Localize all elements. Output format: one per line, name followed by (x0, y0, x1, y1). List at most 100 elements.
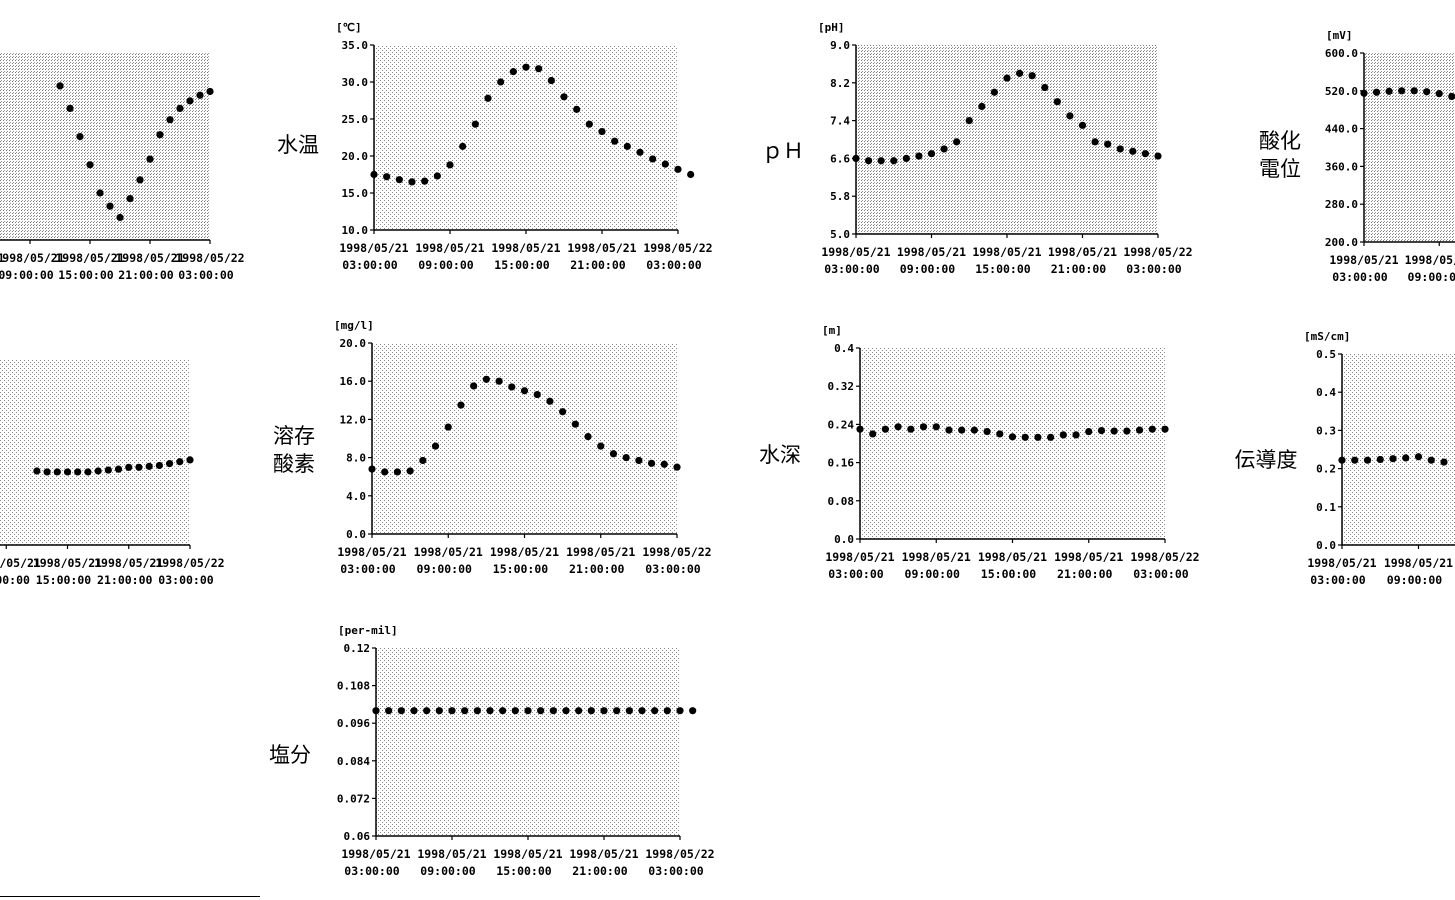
data-point (661, 160, 669, 168)
data-point (461, 707, 469, 715)
data-point (381, 468, 389, 476)
x-tick-time: 03:00:00 (828, 567, 883, 581)
data-point (990, 88, 999, 96)
y-tick-label: 4.0 (346, 490, 366, 503)
data-point (559, 408, 567, 416)
y-unit-label: [mV] (1326, 29, 1353, 42)
y-tick-label: 0.096 (337, 717, 370, 730)
data-point (393, 468, 402, 476)
data-point (573, 105, 581, 113)
chart-title: 酸素 (273, 452, 315, 476)
data-point (625, 707, 633, 715)
y-tick-label: 0.4 (1316, 386, 1336, 399)
data-point (927, 150, 936, 158)
data-point (598, 127, 606, 136)
data-point (1123, 427, 1131, 435)
data-point (146, 155, 154, 163)
y-tick-label: 25.0 (342, 113, 369, 126)
x-tick-date: 1998/05/21 (0, 251, 5, 265)
x-tick-time: 09:00:00 (418, 258, 473, 272)
data-point (856, 425, 864, 433)
data-point (1097, 427, 1106, 435)
data-point (1104, 140, 1112, 148)
data-point (674, 165, 682, 173)
x-tick-date: 1998/05/22 (1130, 550, 1199, 564)
data-point (676, 707, 684, 715)
x-tick-date: 1998/05/21 (569, 847, 638, 861)
plot-area (860, 348, 1165, 539)
x-tick-date: 1998/05/21 (341, 847, 410, 861)
y-tick-label: 0.1 (1316, 501, 1336, 514)
y-tick-label: 0.0 (834, 533, 854, 546)
x-tick-time: 15:00:00 (496, 864, 551, 878)
data-point (116, 213, 124, 222)
x-tick-time: 21:00:00 (97, 573, 152, 587)
y-tick-label: 360.0 (1325, 160, 1358, 173)
x-tick-time: 09:00:00 (900, 262, 955, 276)
x-tick-time: 15:00:00 (58, 268, 113, 282)
data-point (945, 426, 953, 434)
data-point (1385, 87, 1393, 95)
data-point (484, 94, 492, 102)
data-point (1440, 458, 1448, 466)
data-point (408, 178, 416, 186)
chart-ph: [pH] 5.0 5.8 6.6 7.4 8.2 9.0 1998/05/21 03:00:00… (762, 21, 1193, 276)
data-point (623, 142, 631, 150)
x-tick-date: 1998/05/22 (642, 545, 711, 559)
y-tick-label: 600.0 (1325, 47, 1358, 60)
x-tick-time: 09:00:00 (1408, 270, 1455, 284)
data-point (511, 707, 519, 715)
chart-title: ｐＨ (762, 139, 804, 163)
x-tick-time: 21:00:00 (572, 864, 627, 878)
x-tick-date: 1998/05/21 (1405, 253, 1455, 267)
x-tick-time: 09:00:00 (0, 268, 54, 282)
data-point (176, 458, 184, 466)
data-point (1015, 69, 1024, 77)
data-point (560, 93, 568, 101)
data-point (932, 423, 940, 431)
y-tick-label: 200.0 (1325, 236, 1358, 249)
chart-dissolved-oxygen: [mg/l] 0.0 4.0 8.0 12.0 16.0 20.0 1998/05/21 03:… (273, 319, 712, 576)
data-point (611, 137, 619, 145)
data-point (165, 460, 174, 468)
plot-area (0, 360, 190, 545)
data-point (663, 707, 671, 715)
data-point (1021, 433, 1029, 441)
x-tick-date: 1998/05/21 (115, 251, 184, 265)
data-point (166, 116, 174, 124)
data-point (524, 707, 532, 715)
x-tick-time: 09:00:00 (417, 562, 472, 576)
data-point (76, 133, 84, 141)
data-point (406, 467, 414, 475)
data-point (104, 466, 112, 474)
data-point (370, 170, 378, 179)
data-point (638, 707, 646, 715)
data-point (600, 707, 608, 715)
data-point (145, 462, 153, 470)
data-point (206, 87, 214, 96)
x-tick-time: 09:00:00 (1387, 573, 1442, 587)
y-tick-label: 0.06 (344, 830, 371, 843)
data-point (508, 383, 516, 391)
data-point (587, 707, 595, 715)
x-tick-date: 1998/05/21 (415, 241, 484, 255)
x-tick-time: 15:00:00 (975, 262, 1030, 276)
x-tick-date: 1998/05/21 (491, 241, 560, 255)
x-tick-time: 21:00:00 (1051, 262, 1106, 276)
data-point (186, 97, 194, 105)
data-point (1008, 433, 1017, 441)
data-point (395, 176, 403, 184)
data-point (126, 195, 134, 203)
data-point (996, 430, 1004, 438)
data-point (533, 390, 541, 399)
x-tick-date: 1998/05/21 (1384, 556, 1453, 570)
x-tick-date: 1998/05/22 (643, 241, 712, 255)
data-point (1423, 88, 1431, 96)
x-tick-date: 1998/05/21 (417, 847, 486, 861)
x-tick-date: 1998/05/21 (490, 545, 559, 559)
data-point (419, 456, 427, 465)
data-point (983, 427, 991, 436)
data-point (687, 170, 695, 179)
data-point (155, 461, 163, 470)
data-point (915, 152, 923, 160)
